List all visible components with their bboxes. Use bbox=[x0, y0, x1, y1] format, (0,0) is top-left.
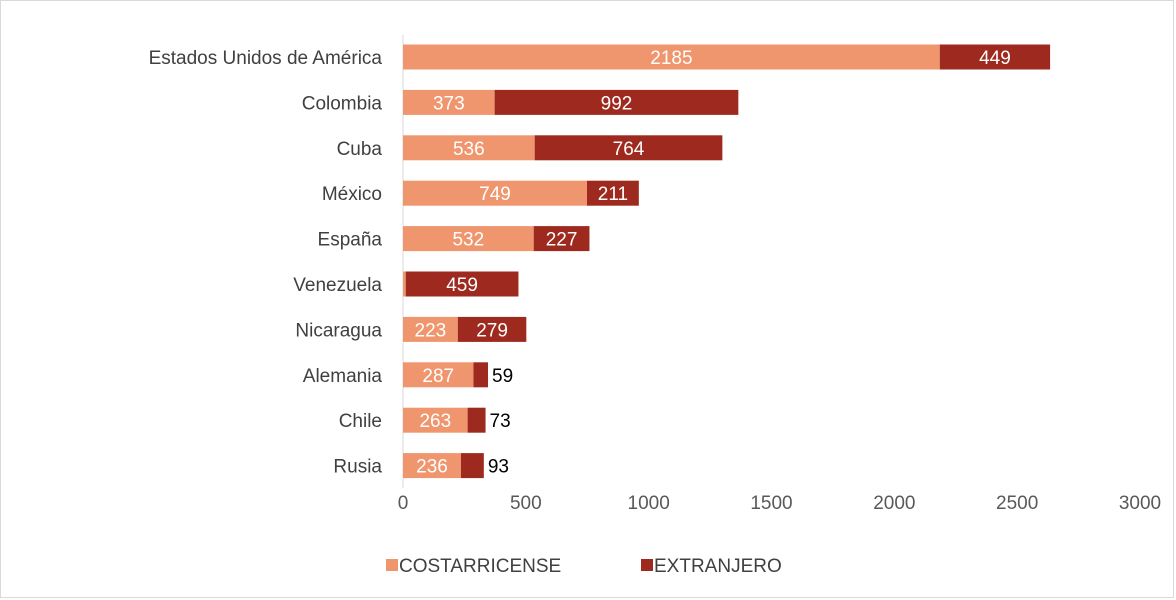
bar-extranjero-nicaragua bbox=[457, 316, 527, 342]
bar-costarricense-chile bbox=[403, 407, 468, 433]
bar-costarricense-venezuela bbox=[403, 271, 406, 297]
category-label-rusia: Rusia bbox=[333, 457, 382, 478]
data-label-costarricense-mexico: 749 bbox=[479, 184, 511, 205]
x-tick-label-3000: 3000 bbox=[1119, 493, 1161, 514]
legend-swatch-extranjero bbox=[641, 559, 653, 571]
bar-extranjero-estados-unidos-de-america bbox=[939, 44, 1051, 70]
data-label-costarricense-alemania: 287 bbox=[422, 366, 454, 387]
category-label-alemania: Alemania bbox=[303, 366, 383, 387]
category-label-mexico: México bbox=[322, 184, 382, 205]
legend-label-extranjero: EXTRANJERO bbox=[654, 556, 782, 577]
legend-label-costarricense: COSTARRICENSE bbox=[399, 556, 561, 577]
category-label-estados-unidos-de-america: Estados Unidos de América bbox=[149, 48, 383, 69]
data-label-costarricense-estados-unidos-de-america: 2185 bbox=[650, 48, 692, 69]
bar-costarricense-espana bbox=[403, 226, 534, 252]
data-label-costarricense-nicaragua: 223 bbox=[415, 320, 447, 341]
data-label-extranjero-colombia: 992 bbox=[601, 93, 633, 114]
category-label-espana: España bbox=[318, 230, 383, 251]
bar-extranjero-espana bbox=[533, 226, 590, 252]
data-label-costarricense-rusia: 236 bbox=[416, 457, 448, 478]
x-tick-label-2000: 2000 bbox=[873, 493, 915, 514]
x-tick-label-0: 0 bbox=[398, 493, 409, 514]
bar-extranjero-colombia bbox=[494, 89, 739, 115]
x-tick-label-500: 500 bbox=[510, 493, 542, 514]
bar-costarricense-mexico bbox=[403, 180, 588, 206]
bar-costarricense-colombia bbox=[403, 89, 495, 115]
data-label-extranjero-chile: 73 bbox=[490, 411, 511, 432]
data-label-extranjero-espana: 227 bbox=[546, 230, 578, 251]
data-label-extranjero-estados-unidos-de-america: 449 bbox=[979, 48, 1011, 69]
data-label-costarricense-chile: 263 bbox=[419, 411, 451, 432]
bar-extranjero-venezuela bbox=[405, 271, 519, 297]
data-label-extranjero-cuba: 764 bbox=[613, 139, 645, 160]
bar-costarricense-nicaragua bbox=[403, 316, 458, 342]
data-label-costarricense-colombia: 373 bbox=[433, 93, 465, 114]
data-label-extranjero-alemania: 59 bbox=[492, 366, 513, 387]
bar-extranjero-mexico bbox=[587, 180, 639, 206]
bar-extranjero-chile bbox=[467, 407, 486, 433]
data-label-costarricense-espana: 532 bbox=[452, 230, 484, 251]
data-label-extranjero-mexico: 211 bbox=[598, 184, 628, 205]
category-label-nicaragua: Nicaragua bbox=[295, 320, 382, 341]
x-tick-label-1000: 1000 bbox=[628, 493, 670, 514]
data-label-costarricense-cuba: 536 bbox=[453, 139, 485, 160]
category-label-cuba: Cuba bbox=[337, 139, 383, 160]
category-label-venezuela: Venezuela bbox=[293, 275, 382, 296]
bar-costarricense-rusia bbox=[403, 453, 461, 479]
bar-costarricense-estados-unidos-de-america bbox=[403, 44, 940, 70]
category-label-colombia: Colombia bbox=[302, 93, 383, 114]
data-label-extranjero-nicaragua: 279 bbox=[476, 320, 508, 341]
legend-swatch-costarricense bbox=[386, 559, 398, 571]
data-label-extranjero-venezuela: 459 bbox=[446, 275, 478, 296]
bar-costarricense-cuba bbox=[403, 135, 535, 161]
x-tick-label-2500: 2500 bbox=[996, 493, 1038, 514]
bar-costarricense-alemania bbox=[403, 362, 474, 388]
category-label-chile: Chile bbox=[339, 411, 382, 432]
bar-extranjero-alemania bbox=[473, 362, 489, 388]
bar-extranjero-rusia bbox=[460, 453, 484, 479]
bar-extranjero-cuba bbox=[534, 135, 723, 161]
data-label-extranjero-rusia: 93 bbox=[488, 457, 509, 478]
x-tick-label-1500: 1500 bbox=[750, 493, 792, 514]
